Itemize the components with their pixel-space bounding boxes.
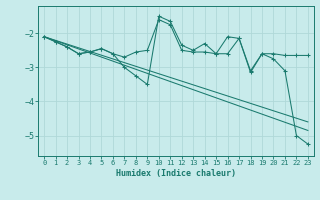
X-axis label: Humidex (Indice chaleur): Humidex (Indice chaleur): [116, 169, 236, 178]
